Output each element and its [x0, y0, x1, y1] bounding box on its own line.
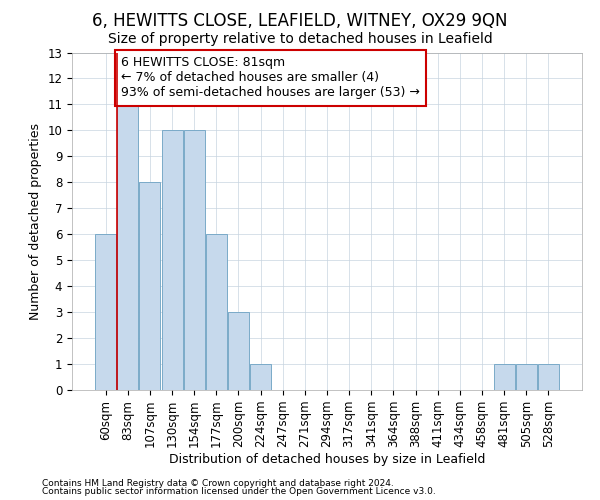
X-axis label: Distribution of detached houses by size in Leafield: Distribution of detached houses by size …: [169, 453, 485, 466]
Text: Contains public sector information licensed under the Open Government Licence v3: Contains public sector information licen…: [42, 487, 436, 496]
Bar: [206, 234, 227, 390]
Text: 6 HEWITTS CLOSE: 81sqm
← 7% of detached houses are smaller (4)
93% of semi-detac: 6 HEWITTS CLOSE: 81sqm ← 7% of detached …: [121, 56, 420, 100]
Bar: [139, 182, 160, 390]
Y-axis label: Number of detached properties: Number of detached properties: [29, 122, 42, 320]
Bar: [118, 104, 139, 390]
Bar: [161, 130, 182, 390]
Bar: [184, 130, 205, 390]
Bar: [515, 364, 536, 390]
Text: Size of property relative to detached houses in Leafield: Size of property relative to detached ho…: [107, 32, 493, 46]
Text: 6, HEWITTS CLOSE, LEAFIELD, WITNEY, OX29 9QN: 6, HEWITTS CLOSE, LEAFIELD, WITNEY, OX29…: [92, 12, 508, 30]
Bar: [250, 364, 271, 390]
Bar: [228, 312, 249, 390]
Text: Contains HM Land Registry data © Crown copyright and database right 2024.: Contains HM Land Registry data © Crown c…: [42, 478, 394, 488]
Bar: [538, 364, 559, 390]
Bar: [95, 234, 116, 390]
Bar: [494, 364, 515, 390]
